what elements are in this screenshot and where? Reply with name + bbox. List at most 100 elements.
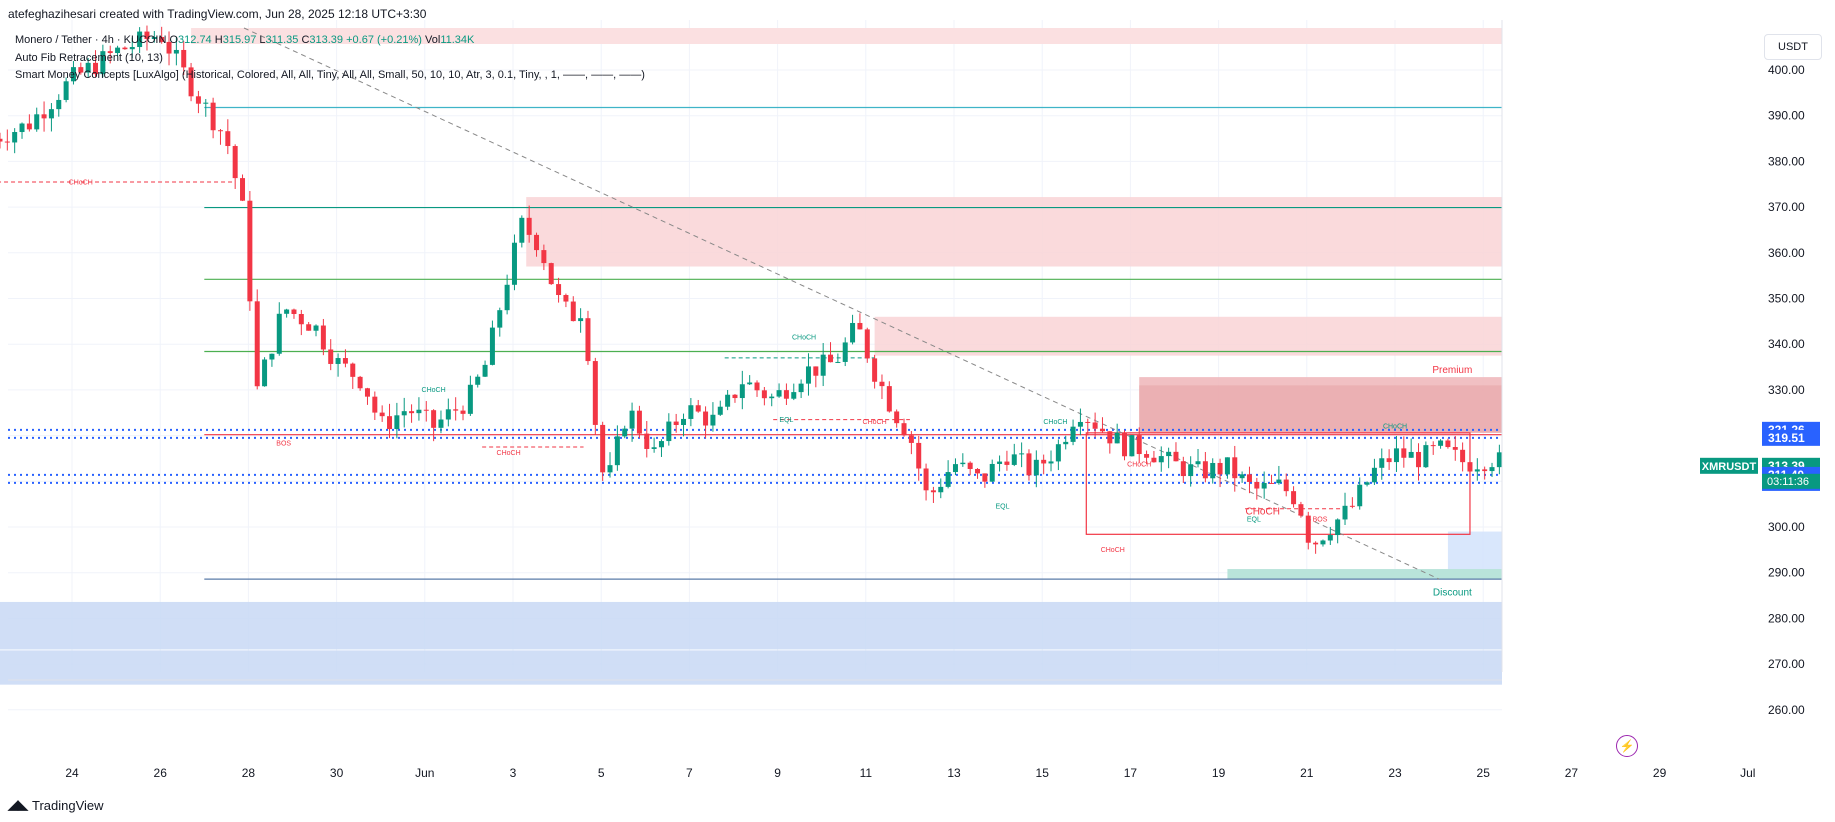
candle-body: [1364, 482, 1370, 485]
candle-body: [475, 376, 481, 385]
indicator-smc-legend[interactable]: Smart Money Concepts [LuxAlgo] (Historic…: [15, 69, 645, 81]
candle-body: [747, 382, 753, 385]
candle-body: [703, 411, 709, 426]
candle-body: [938, 486, 944, 493]
candle-body: [151, 37, 157, 40]
candle-body: [203, 102, 209, 104]
candle-body: [578, 318, 584, 322]
candle-body: [563, 295, 569, 302]
candle-body: [0, 138, 3, 142]
candle-body: [1460, 449, 1466, 463]
time-tick-label: 11: [860, 766, 873, 780]
candle-body: [805, 366, 811, 384]
candle-body: [254, 301, 260, 387]
candle-body: [1261, 482, 1267, 489]
candle-body: [1011, 454, 1017, 465]
close-value: 313.39: [309, 34, 344, 46]
candle-body: [1122, 432, 1128, 457]
annotation-label: CHoCH: [497, 450, 521, 457]
time-tick-label: 25: [1477, 766, 1491, 780]
candle-body: [276, 313, 282, 354]
candle-body: [989, 463, 995, 482]
candle-body: [1401, 448, 1407, 458]
zone-demand: [0, 601, 1503, 650]
candle-body: [262, 359, 268, 387]
candle-body: [1136, 435, 1142, 455]
candle-body: [717, 406, 723, 415]
candle-body: [357, 376, 363, 389]
candle-body: [776, 390, 782, 397]
candle-body: [70, 67, 76, 82]
candle-body: [453, 409, 459, 411]
candle-body: [1239, 474, 1245, 479]
candle-body: [1151, 457, 1157, 463]
candle-body: [63, 81, 69, 100]
annotation-label: EQL: [1247, 517, 1261, 524]
candle-body: [240, 178, 246, 201]
candle-body: [1063, 441, 1069, 445]
time-tick-label: 17: [1124, 766, 1138, 780]
candle-body: [1055, 444, 1061, 462]
candle-body: [534, 234, 540, 251]
price-axis-tag[interactable]: 319.51: [1762, 429, 1820, 446]
countdown-bg: [1762, 473, 1820, 489]
price-axis[interactable]: 260.00270.00280.00290.00300.00310.00320.…: [1501, 0, 1835, 822]
time-tick-label: Jun: [415, 766, 434, 780]
tradingview-brand[interactable]: ◢◣ TradingView: [8, 797, 104, 813]
volume-label: Vol: [425, 34, 441, 46]
candle-body: [482, 364, 488, 377]
time-tick-label: 9: [774, 766, 781, 780]
time-tick-label: 13: [947, 766, 961, 780]
candle-body: [894, 411, 900, 424]
candle-body: [600, 424, 606, 473]
candle-body: [122, 47, 128, 50]
candle-body: [181, 49, 187, 68]
candle-body: [658, 441, 664, 448]
currency-button[interactable]: USDT: [1764, 34, 1822, 60]
candle-body: [48, 109, 54, 119]
candle-body: [945, 472, 951, 487]
symbol-name: Monero / Tether · 4h · KUCOIN: [15, 34, 167, 46]
candle-body: [681, 418, 687, 425]
zones: [0, 28, 1581, 685]
candle-body: [651, 447, 657, 449]
candle-body: [335, 358, 341, 364]
candle-body: [284, 309, 290, 314]
candle-body: [489, 327, 495, 365]
time-tick-label: 29: [1653, 766, 1667, 780]
candle-body: [350, 363, 356, 377]
annotation-label: CHoCH: [422, 387, 446, 394]
annotation-label: CHoCH: [863, 419, 887, 426]
candle-body: [614, 436, 620, 466]
annotation-label: EQL: [779, 417, 793, 424]
symbol-legend[interactable]: Monero / Tether · 4h · KUCOIN O312.74 H3…: [15, 34, 474, 46]
candle-body: [1246, 474, 1252, 482]
candle-body: [629, 410, 635, 429]
candle-body: [511, 242, 517, 285]
candle-body: [1342, 505, 1348, 520]
candle-body: [798, 383, 804, 393]
time-tick-label: 21: [1300, 766, 1314, 780]
indicator-fib-legend[interactable]: Auto Fib Retracement (10, 13): [15, 52, 163, 64]
horizontal-levels: [0, 106, 1700, 580]
candle-body: [1077, 421, 1083, 427]
candle-body: [379, 412, 385, 417]
candle-body: [1166, 451, 1172, 457]
candle-body: [1099, 428, 1105, 432]
candle-body: [1276, 479, 1282, 484]
price-tick-label: 290.00: [1768, 566, 1805, 580]
candle-body: [930, 490, 936, 493]
lightning-icon[interactable]: ⚡: [1616, 735, 1638, 757]
candle-body: [1298, 504, 1304, 516]
annotation-label: CHoCH: [1383, 424, 1407, 431]
open-value: 312.74: [178, 34, 212, 46]
candle-body: [115, 47, 121, 54]
price-tick-label: 390.00: [1768, 109, 1805, 123]
price-tag-bg: [1762, 429, 1820, 446]
candle-body: [688, 405, 694, 419]
candle-body: [1188, 464, 1194, 477]
candle-body: [372, 396, 378, 413]
candle-body: [467, 384, 473, 414]
time-axis[interactable]: 24 26 28 30 Jun 3 5 7 9 11 13 15 17 19 21 23 25 27 29 Jul: [8, 679, 1755, 780]
